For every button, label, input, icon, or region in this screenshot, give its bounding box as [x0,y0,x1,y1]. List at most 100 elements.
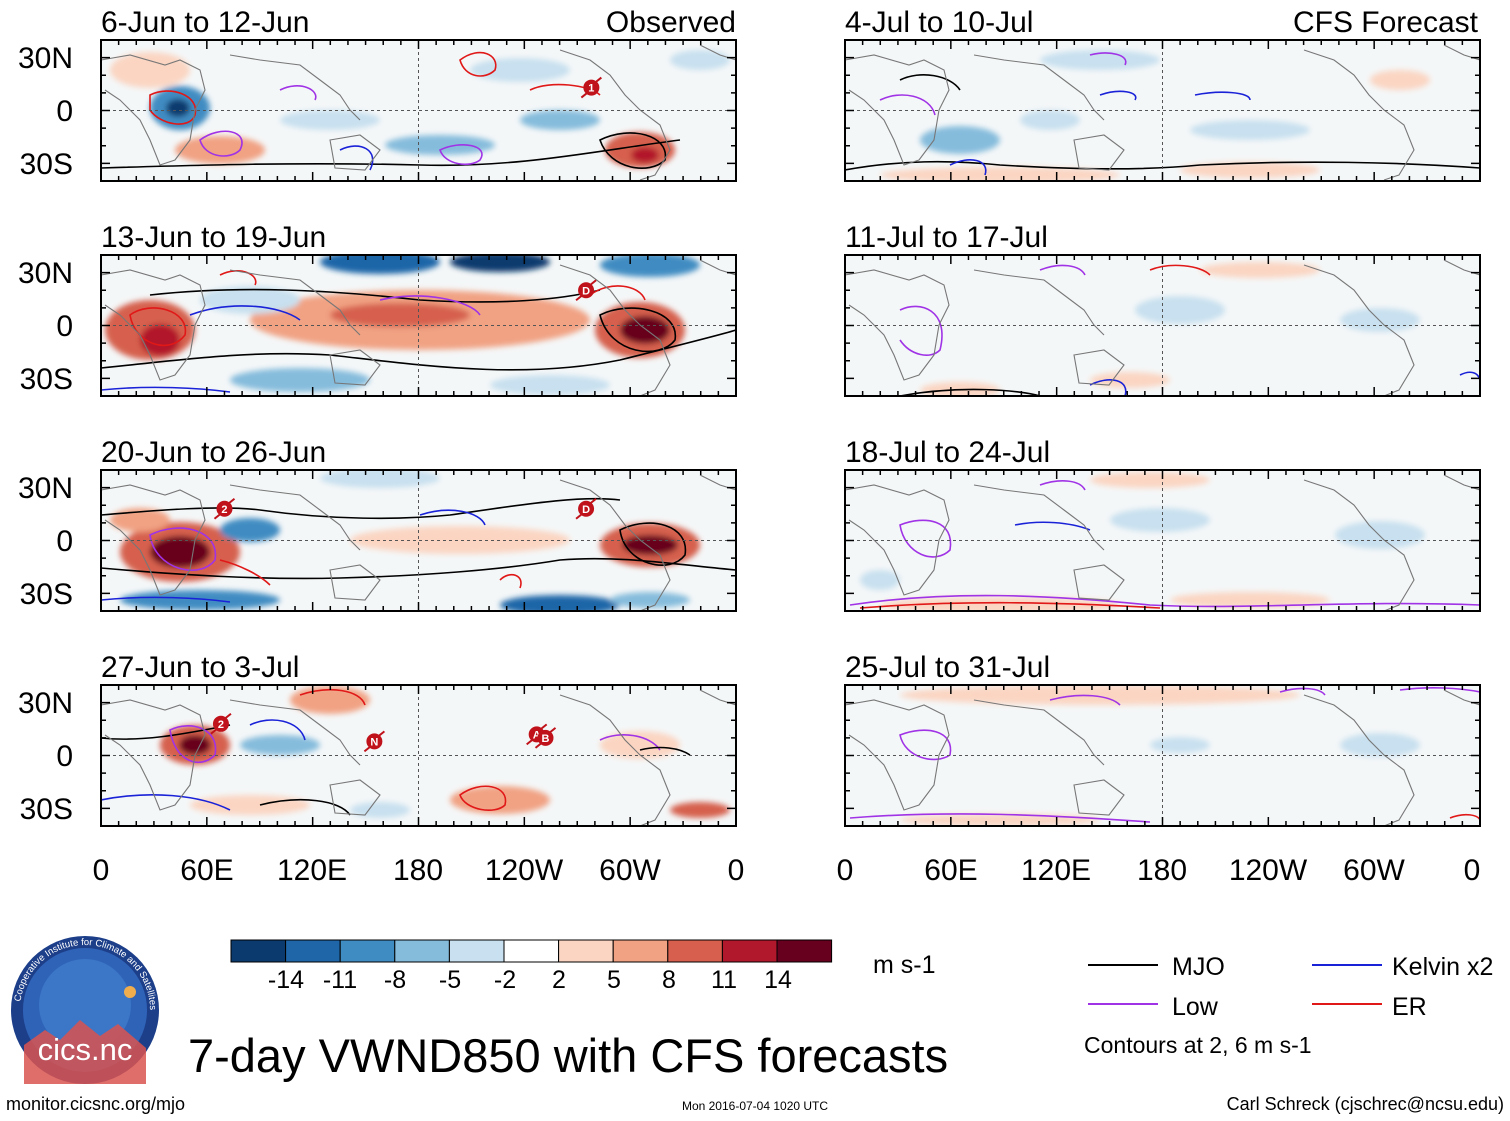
storm-symbol [575,497,597,520]
legend-label-mjo: MJO [1172,953,1225,981]
panel-forecast-3: 18-Jul to 24-Jul [844,436,1481,612]
storm-symbol [363,730,386,753]
storm-markers: D [575,279,597,302]
legend-label-low: Low [1172,993,1219,1021]
colorbar-tick-label: -2 [494,966,516,994]
storm-label: N [370,736,378,748]
shading-layer [160,686,730,818]
legend-label-kelvin: Kelvin x2 [1392,953,1493,981]
colorbar-swatch [558,939,614,963]
colorbar-tick-label: -14 [268,966,304,994]
period-label: 4-Jul to 10-Jul [845,6,1033,39]
colorbar-swatch [667,939,723,963]
colorbar-swatch [285,939,341,963]
contour-layer [849,480,1480,609]
storm-markers: 2 N A B [210,712,557,753]
x-tick-label: 120E [277,854,347,887]
colorbar-tick-labels: -14 -11 -8 -5 -2 2 5 8 11 14 [268,966,792,994]
colorbar: -14 -11 -8 -5 -2 2 5 8 11 14 m s-1 [230,939,936,994]
y-tick-label: 30S [20,363,73,396]
contour-layer [101,689,691,816]
period-label: 27-Jun to 3-Jul [101,651,299,684]
y-tick-label: 30S [20,793,73,826]
y-tick-label: 30N [18,687,73,720]
storm-symbol [213,497,236,520]
panel-observed-4: 2 N A B 27-Jun to 3-Jul [100,651,737,827]
contour-note: Contours at 2, 6 m s-1 [1084,1032,1312,1058]
colorbar-tick-label: 2 [552,966,566,994]
panel-forecast-4: 25-Jul to 31-Jul [844,651,1481,827]
colorbar-swatch [612,939,669,963]
colorbar-tick-label: -11 [323,966,357,994]
x-tick-label: 180 [393,854,443,887]
colorbar-swatches [230,939,833,963]
colorbar-units: m s-1 [873,951,936,979]
colorbar-swatch [448,939,505,963]
panel-forecast-2: 11-Jul to 17-Jul [844,221,1481,397]
y-tick-label: 30S [20,578,73,611]
storm-label: D [582,285,590,297]
period-label: 11-Jul to 17-Jul [845,221,1048,254]
x-axis-labels-observed: 0 60E 120E 180 120W 60W 0 [93,854,745,887]
panel-forecast-1: 4-Jul to 10-Jul CFS Forecast [844,6,1481,182]
storm-label: A [533,729,541,741]
colorbar-tick-label: -8 [384,966,406,994]
storm-marker: N [363,730,386,753]
period-label: 18-Jul to 24-Jul [845,436,1050,469]
colorbar-swatch [394,939,450,963]
y-tick-label: 30N [18,42,73,75]
cics-logo: Cooperative Institute for Climate and Sa… [11,936,159,1084]
x-tick-label: 60W [1343,854,1405,887]
storm-symbol [575,279,597,302]
x-tick-label: 120W [1229,854,1308,887]
x-axis-labels-forecast: 0 60E 120E 180 120W 60W 0 [837,854,1481,887]
storm-marker: D [575,279,597,302]
colorbar-tick-label: 8 [662,966,676,994]
shading-layer [860,472,1425,611]
legend-label-er: ER [1392,993,1427,1021]
panel-observed-2: D 13-Jun to 19-Jun [100,221,737,397]
x-tick-label: 0 [837,854,854,887]
period-label: 20-Jun to 26-Jun [101,436,326,469]
y-tick-label: 30S [20,148,73,181]
figure-title: 7-day VWND850 with CFS forecasts [188,1029,948,1082]
x-tick-label: 120W [485,854,564,887]
x-tick-label: 60E [924,854,977,887]
colorbar-tick-label: 14 [764,966,792,994]
colorbar-swatch [721,939,778,963]
colorbar-swatch [776,939,833,963]
shading-layer [900,685,1420,826]
storm-marker: D [575,497,597,520]
storm-symbol [210,712,232,735]
period-label: 25-Jul to 31-Jul [845,651,1050,684]
x-tick-label: 120E [1021,854,1091,887]
x-tick-label: 180 [1137,854,1187,887]
colorbar-swatch [339,939,396,963]
y-tick-label: 30N [18,472,73,505]
column-header-forecast: CFS Forecast [1293,6,1479,39]
y-axis-labels-left: 30N 0 30S 30N 0 30S 30N 0 30S 30N 0 30S [18,42,73,826]
panel-observed-1: 1 6-Jun to 12-Jun Observed [100,6,737,182]
y-tick-label: 0 [56,310,73,343]
contour-layer [101,497,736,603]
x-tick-label: 0 [93,854,110,887]
y-tick-label: 0 [56,525,73,558]
storm-marker: 2 [213,497,236,520]
period-label: 6-Jun to 12-Jun [101,6,309,39]
shading-layer [110,50,730,168]
footer-author: Carl Schreck (cjschrec@ncsu.edu) [1227,1094,1504,1114]
storm-label: 2 [218,719,224,731]
x-tick-label: 60E [180,854,233,887]
colorbar-tick-label: 11 [711,966,737,994]
footer-timestamp: Mon 2016-07-04 1020 UTC [682,1099,828,1113]
coastlines [845,259,1480,396]
storm-symbol [580,76,602,99]
contour-layer [845,52,1480,176]
x-tick-label: 0 [728,854,745,887]
storm-label: 2 [221,504,227,516]
footer-url[interactable]: monitor.cicsnc.org/mjo [6,1094,185,1114]
contour-legend: MJO Kelvin x2 Low ER Contours at 2, 6 m … [1084,953,1493,1058]
storm-label: D [582,504,590,516]
